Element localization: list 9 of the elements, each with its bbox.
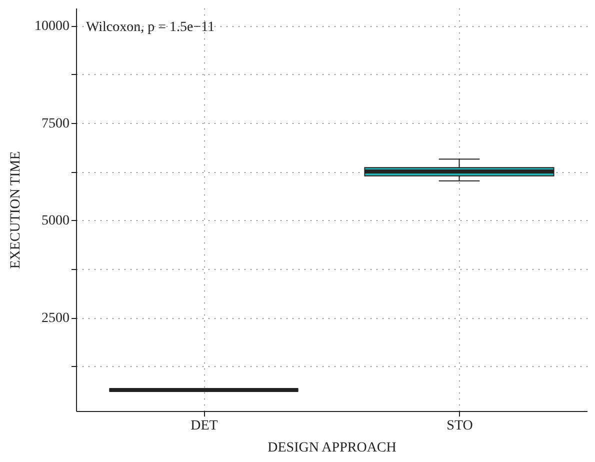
y-tick-label: 2500 — [42, 311, 70, 326]
y-tick-label: 7500 — [42, 116, 70, 132]
x-axis-title: DESIGN APPROACH — [268, 440, 396, 456]
y-tick-label: 10000 — [34, 19, 70, 34]
y-tick-label: 5000 — [42, 214, 70, 229]
x-tick-label: STO — [446, 418, 473, 434]
x-tick-label: DET — [190, 418, 218, 434]
annotation: Wilcoxon, p = 1.5e−11 — [86, 20, 215, 35]
y-axis-title: EXECUTION TIME — [8, 151, 24, 269]
